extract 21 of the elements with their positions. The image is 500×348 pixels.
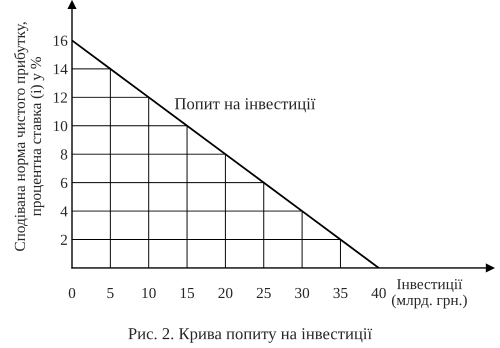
y-tick-label: 16 (54, 36, 68, 46)
y-tick-label: 2 (60, 234, 67, 245)
x-tick-label: 35 (334, 288, 348, 298)
x-tick-label: 10 (142, 288, 156, 298)
y-tick-label: 8 (60, 149, 68, 160)
y-tick-label: 10 (54, 120, 68, 132)
annotation: Попит на інвестиції (174, 98, 316, 112)
y-tick-label: 14 (54, 64, 68, 74)
y-axis-title: Сподівана норма чистого прибутку, процентна ставка (і) у % (14, 22, 44, 251)
x-axis-title: Інвестиції (млрд. грн.) (392, 278, 467, 308)
x-tick-label: 30 (295, 288, 310, 298)
y-tick-label: 4 (60, 206, 68, 216)
x-tick-label: 40 (371, 288, 386, 298)
x-tick-label: 25 (256, 288, 271, 298)
x-tick-label: 15 (180, 288, 194, 298)
text: Рис. 2. Крива попиту на інвестиції (128, 328, 372, 343)
y-tick-label: 6 (60, 178, 68, 188)
x-tick-label: 0 (68, 288, 76, 298)
x-tick-label: 20 (218, 288, 232, 298)
y-tick-label: 12 (54, 92, 67, 103)
x-tick-label: 5 (107, 288, 114, 298)
